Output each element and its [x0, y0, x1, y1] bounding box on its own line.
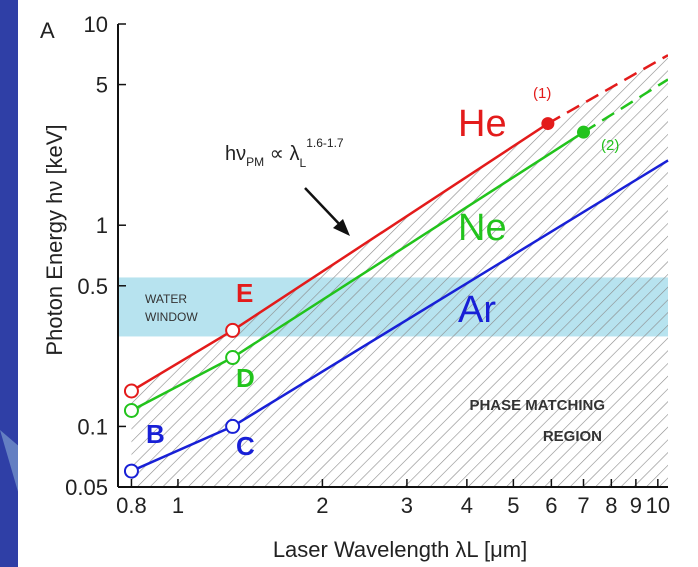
marker-point [123, 463, 139, 479]
marker-point [225, 418, 241, 434]
scaling-law-annotation: hνPM ∝ λL1.6-1.7 [225, 136, 344, 170]
y-tick-label: 0.5 [77, 274, 108, 299]
water-window-label-line1: WATER [145, 292, 187, 306]
marker-point [123, 402, 139, 418]
y-tick-label: 0.1 [77, 414, 108, 439]
marker-label: (1) [533, 85, 551, 102]
x-tick-label: 5 [507, 493, 519, 518]
y-tick-label: 5 [96, 73, 108, 98]
x-tick-label: 4 [461, 493, 473, 518]
marker-label: C [236, 431, 255, 461]
x-tick-label: 2 [316, 493, 328, 518]
marker-point [541, 117, 555, 131]
series-label-he: He [458, 103, 507, 145]
series-label-ne: Ne [458, 207, 507, 249]
x-axis-title: Laser Wavelength λL [μm] [273, 537, 527, 562]
marker-label: D [236, 363, 255, 393]
x-tick-label: 8 [605, 493, 617, 518]
x-tick-label: 6 [545, 493, 557, 518]
series-dashed-he [547, 54, 668, 125]
y-axis-title: Photon Energy hν [keV] [42, 124, 67, 355]
series-dashed-ne [582, 78, 668, 134]
marker-label: (2) [601, 137, 619, 154]
marker-point [576, 125, 590, 139]
region-label-line2: REGION [543, 428, 602, 445]
marker-point [225, 322, 241, 338]
y-tick-label: 10 [84, 12, 108, 37]
annotation-arrow-shaft [304, 187, 344, 229]
x-tick-label: 9 [630, 493, 642, 518]
y-tick-label: 1 [96, 213, 108, 238]
water-window-label-line2: WINDOW [145, 310, 198, 324]
x-tick-label: 1 [172, 493, 184, 518]
marker-label: E [236, 278, 253, 308]
marker-point [225, 350, 241, 366]
x-tick-label: 10 [646, 493, 670, 518]
x-tick-label: 0.8 [116, 493, 147, 518]
annotation-arrowhead [333, 219, 350, 236]
region-label-line1: PHASE MATCHING [469, 397, 605, 414]
marker-label: B [146, 419, 165, 449]
series-label-ar: Ar [458, 289, 496, 331]
x-tick-label: 3 [401, 493, 413, 518]
y-tick-label: 0.05 [65, 475, 108, 500]
x-tick-label: 7 [577, 493, 589, 518]
marker-point [123, 383, 139, 399]
panel-label: A [40, 18, 55, 43]
